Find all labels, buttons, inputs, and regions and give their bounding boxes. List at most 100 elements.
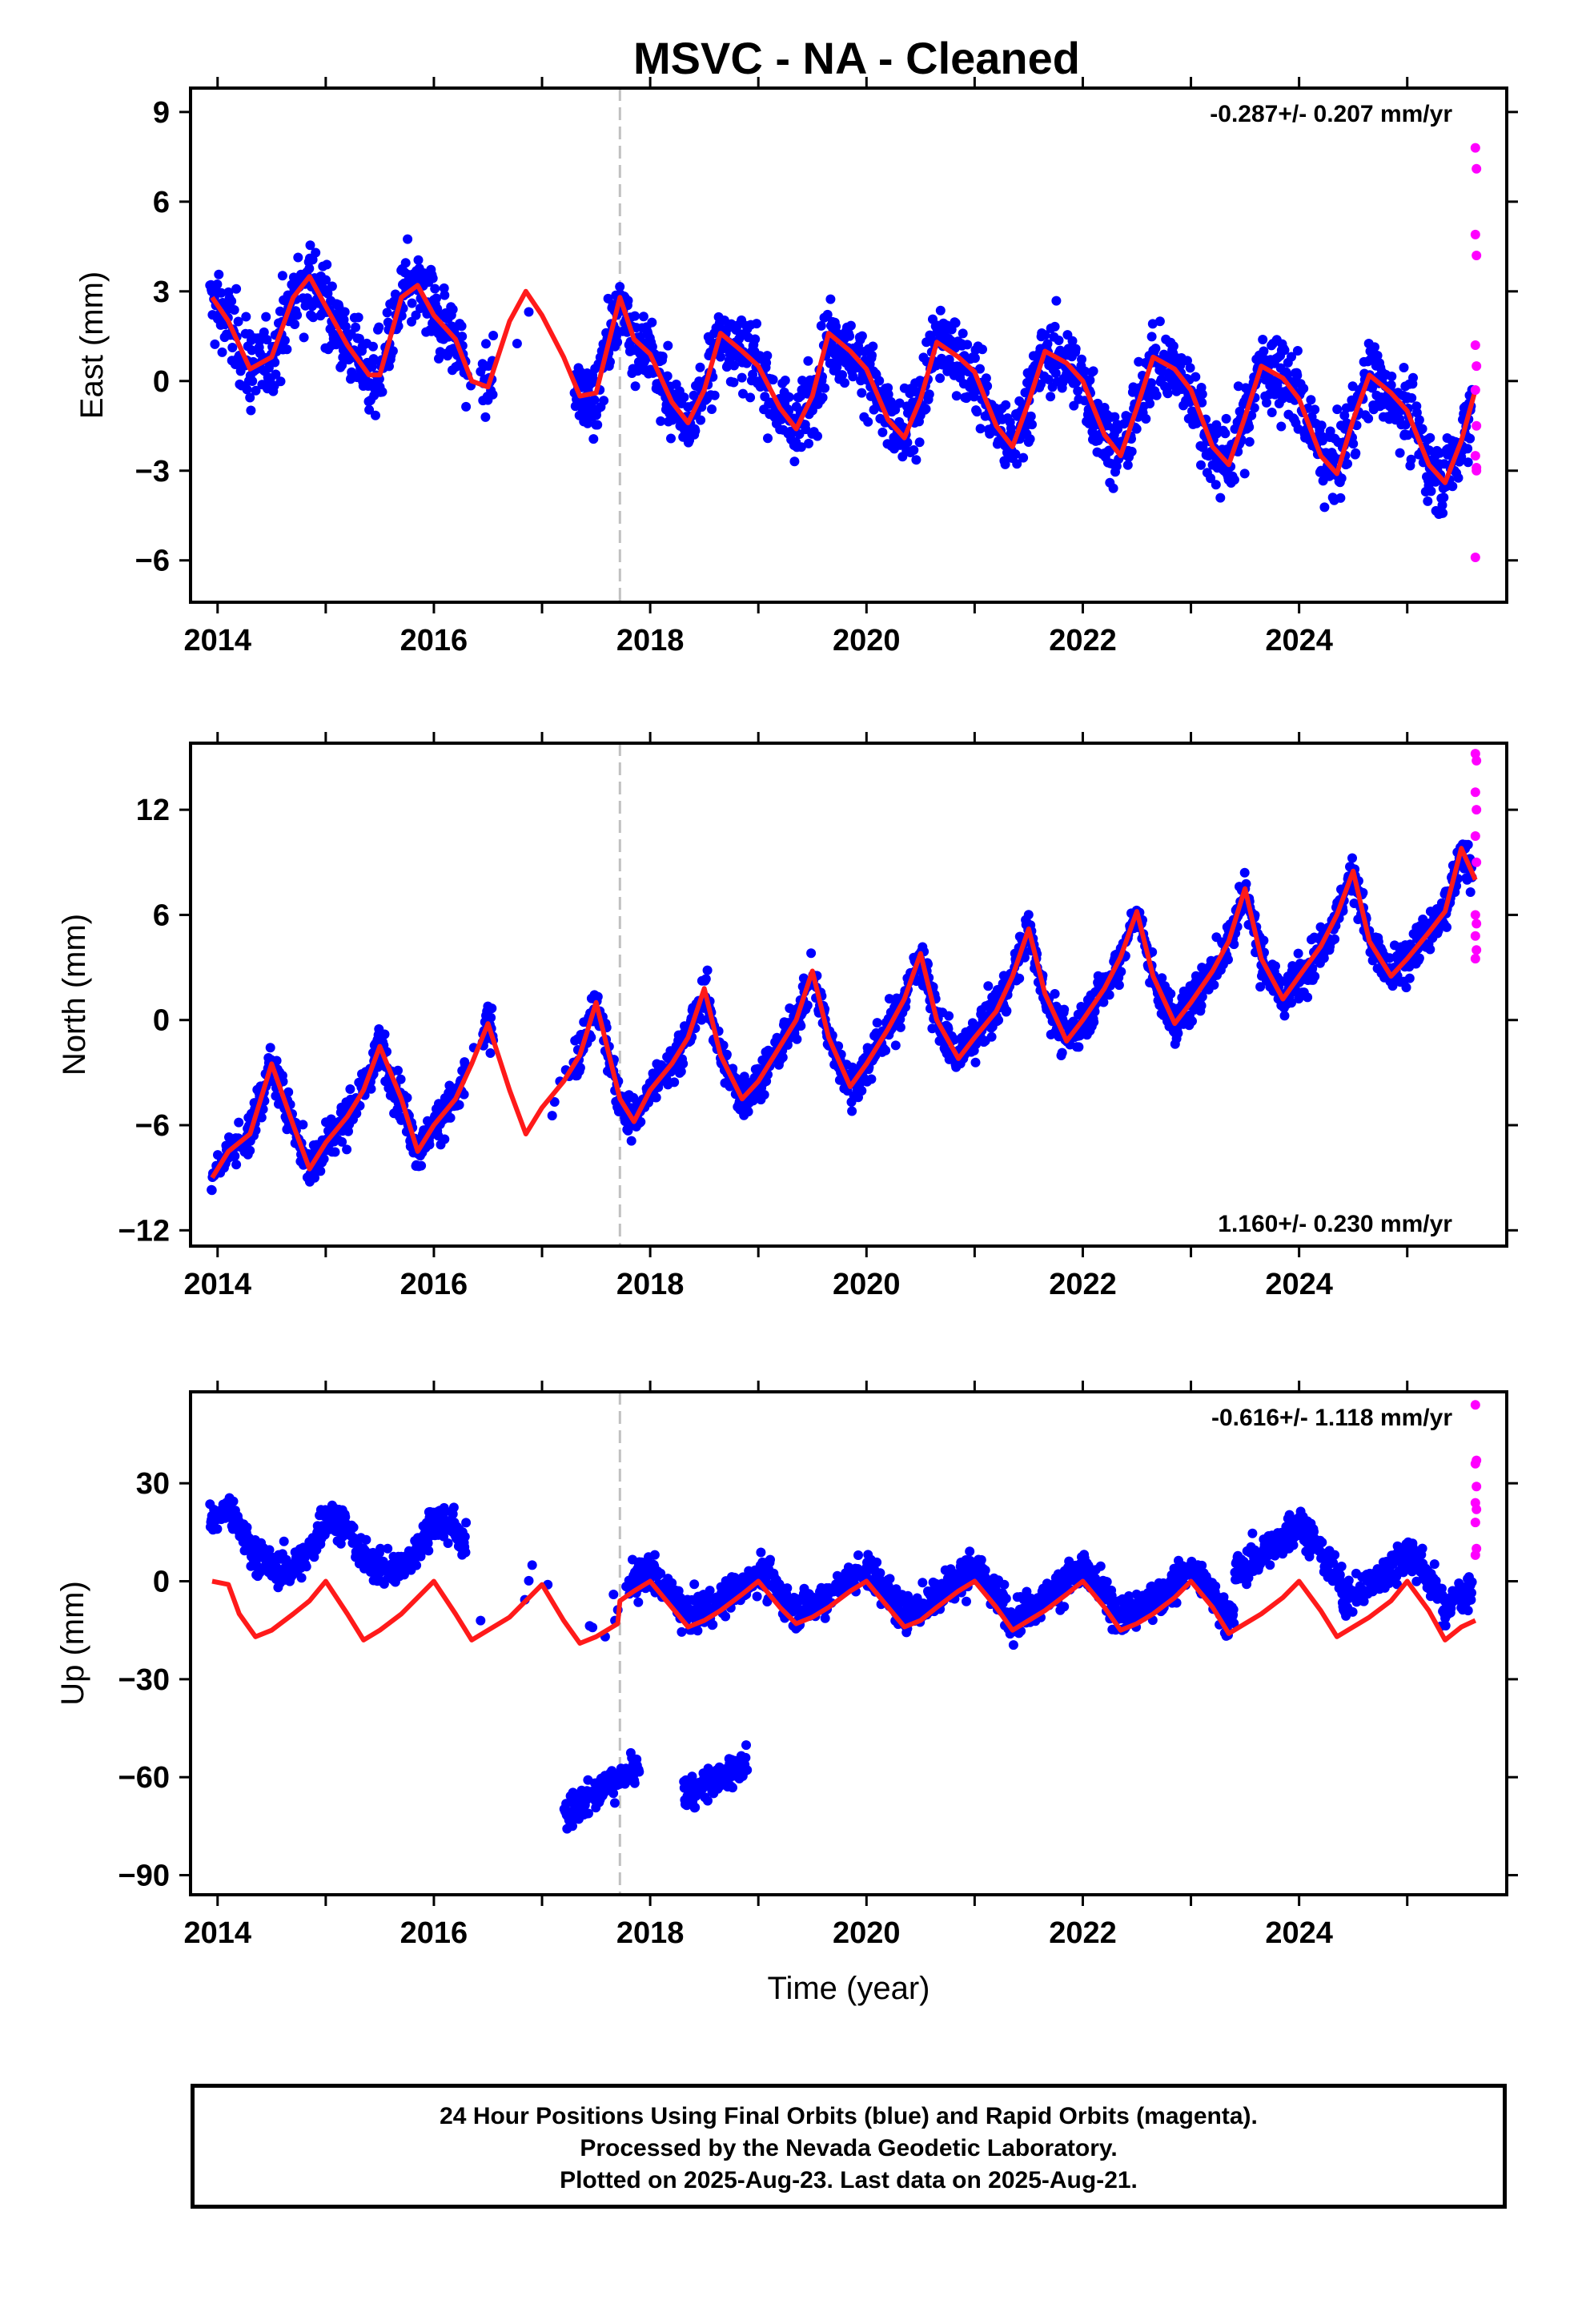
final-orbit-point	[1211, 420, 1222, 430]
final-orbit-point	[481, 339, 491, 349]
final-orbit-point	[657, 352, 668, 362]
final-orbit-point	[1162, 388, 1173, 399]
final-orbit-point	[1088, 366, 1098, 376]
final-orbit-point	[1310, 404, 1320, 415]
rapid-orbit-point	[1470, 553, 1480, 563]
final-orbit-point	[1407, 393, 1417, 403]
final-orbit-point	[310, 1172, 319, 1183]
final-orbit-point	[1154, 316, 1165, 327]
final-orbit-point	[847, 1106, 857, 1116]
final-orbit-point	[1259, 346, 1269, 356]
final-orbit-point	[608, 1590, 619, 1599]
final-orbit-point	[708, 1619, 718, 1630]
final-orbit-point	[752, 319, 761, 329]
final-orbit-point	[630, 311, 640, 321]
final-orbit-point	[282, 344, 292, 355]
final-orbit-point	[1287, 352, 1296, 362]
rapid-orbit-point	[1470, 954, 1480, 964]
final-orbit-point	[1406, 454, 1416, 464]
final-orbit-point	[1146, 332, 1157, 342]
final-orbit-point	[354, 333, 364, 344]
final-orbit-point	[1386, 380, 1396, 390]
final-orbit-point	[251, 385, 261, 396]
rapid-orbit-point	[1472, 857, 1482, 867]
final-orbit-point	[935, 373, 946, 384]
rapid-orbit-point	[1470, 830, 1480, 841]
final-orbit-point	[1262, 397, 1271, 408]
final-orbit-point	[636, 1116, 646, 1127]
final-orbit-point	[863, 416, 873, 427]
final-orbit-point	[275, 376, 286, 387]
final-orbit-point	[212, 279, 223, 289]
final-orbit-point	[1399, 363, 1409, 372]
final-orbit-point	[679, 392, 689, 403]
y-tick-label: 3	[153, 275, 170, 309]
final-orbit-point	[895, 1022, 905, 1032]
rapid-orbit-point	[1472, 361, 1482, 372]
final-orbit-point	[1447, 481, 1458, 492]
y-tick-label: 9	[153, 96, 170, 130]
final-orbit-point	[1258, 335, 1268, 344]
final-orbit-point	[831, 321, 841, 332]
final-orbit-point	[1175, 360, 1186, 370]
final-orbit-point	[693, 1626, 703, 1636]
final-orbit-point	[371, 410, 380, 420]
final-orbit-point	[277, 271, 287, 281]
y-axis-label: East (mm)	[74, 271, 110, 419]
final-orbit-point	[361, 1534, 371, 1545]
final-orbit-point	[1073, 386, 1083, 396]
final-orbit-point	[400, 258, 411, 268]
final-orbit-point	[242, 384, 252, 395]
final-orbit-point	[1279, 345, 1290, 356]
final-orbit-point	[368, 354, 379, 364]
final-orbit-point	[383, 317, 393, 328]
final-orbit-point	[1166, 989, 1176, 999]
final-orbit-point	[586, 1032, 596, 1043]
final-orbit-point	[857, 388, 867, 398]
final-orbit-point	[895, 440, 905, 450]
final-orbit-point	[1158, 349, 1169, 360]
y-tick-label: 6	[153, 186, 170, 219]
final-orbit-point	[1043, 374, 1054, 384]
final-orbit-point	[1196, 460, 1206, 470]
final-orbit-point	[946, 336, 957, 346]
final-orbit-point	[262, 335, 272, 345]
final-orbit-point	[368, 341, 378, 352]
final-orbit-point	[227, 296, 237, 307]
final-orbit-point	[1089, 1017, 1099, 1027]
final-orbit-point	[423, 1538, 433, 1548]
x-tick-label: 2022	[1049, 624, 1117, 657]
final-orbit-point	[702, 965, 713, 975]
final-orbit-point	[666, 433, 676, 444]
final-orbit-point	[445, 1112, 456, 1123]
final-orbit-point	[1054, 336, 1064, 345]
final-orbit-point	[982, 381, 993, 392]
final-orbit-point	[443, 1538, 453, 1548]
final-orbit-point	[914, 437, 925, 448]
final-orbit-point	[1025, 434, 1035, 444]
final-orbit-point	[247, 345, 257, 356]
final-orbit-point	[1233, 381, 1243, 392]
final-orbit-point	[1108, 483, 1118, 493]
final-orbit-point	[207, 1185, 217, 1196]
final-orbit-point	[459, 1089, 469, 1100]
final-orbit-point	[412, 1560, 422, 1570]
y-tick-label: −6	[135, 545, 170, 578]
final-orbit-point	[264, 1545, 275, 1555]
final-orbit-point	[387, 346, 398, 356]
rapid-orbit-point	[1472, 420, 1482, 431]
final-orbit-point	[486, 1012, 496, 1023]
final-orbit-point	[970, 353, 980, 364]
final-orbit-point	[460, 1531, 470, 1542]
final-orbit-point	[512, 339, 522, 348]
final-orbit-point	[1307, 963, 1318, 974]
final-orbit-point	[1014, 973, 1025, 983]
final-orbit-point	[972, 407, 982, 417]
final-orbit-point	[547, 1111, 557, 1121]
final-orbit-point	[868, 341, 878, 352]
final-orbit-point	[1299, 384, 1309, 394]
rapid-orbit-point	[1470, 384, 1480, 395]
final-orbit-point	[416, 1160, 427, 1171]
final-orbit-point	[311, 247, 321, 258]
